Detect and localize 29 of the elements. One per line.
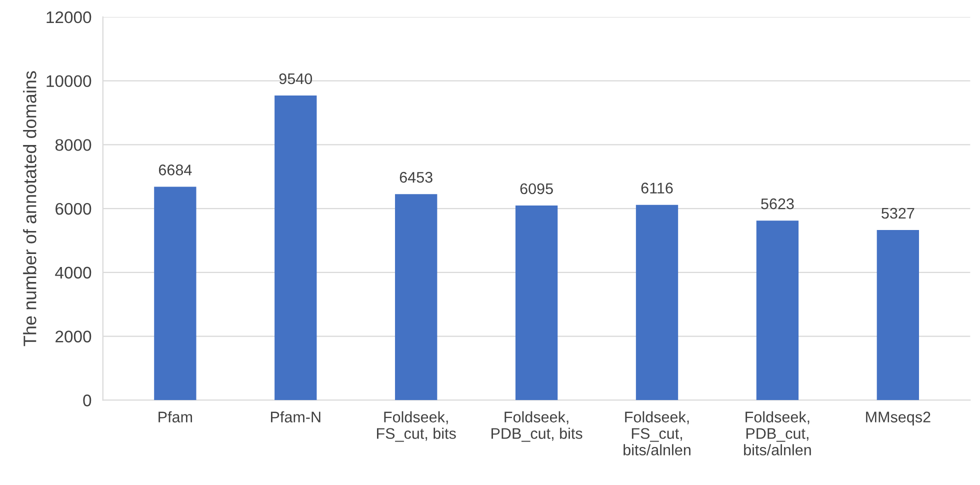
y-axis-title: The number of annotated domains xyxy=(23,71,36,346)
y-tick-label: 0 xyxy=(83,394,92,406)
x-tick-label: Foldseek, PDB_cut, bits/alnlen xyxy=(744,411,811,456)
data-label: 9540 xyxy=(279,73,312,84)
bar xyxy=(876,230,920,400)
y-tick-label: 6000 xyxy=(56,202,92,215)
x-tick-label: Foldseek, PDB_cut, bits xyxy=(492,411,582,442)
y-tick-label: 10000 xyxy=(46,75,92,88)
bar xyxy=(515,206,558,400)
bar xyxy=(756,220,799,400)
data-label: 6453 xyxy=(400,172,432,183)
data-label: 6116 xyxy=(641,182,673,194)
bar xyxy=(274,96,317,400)
y-tick-label: 4000 xyxy=(55,266,92,279)
bar xyxy=(154,186,196,400)
bar xyxy=(395,194,438,400)
x-tick-label: MMseqs2 xyxy=(866,412,930,426)
x-tick-label: Pfam-N xyxy=(271,411,320,422)
data-label: 6095 xyxy=(520,183,553,194)
x-tick-label: Foldseek, FS_cut, bits/alnlen xyxy=(624,411,690,456)
y-tick-label: 8000 xyxy=(55,139,92,151)
bar xyxy=(636,204,678,400)
y-tick-label: 12000 xyxy=(46,11,92,24)
x-tick-label: Foldseek, FS_cut, bits xyxy=(377,411,456,442)
data-label: 5623 xyxy=(761,198,794,210)
x-tick-label: Pfam xyxy=(158,411,192,422)
data-label: 5327 xyxy=(882,208,914,219)
data-label: 6684 xyxy=(158,164,192,176)
y-tick-label: 2000 xyxy=(56,330,92,342)
